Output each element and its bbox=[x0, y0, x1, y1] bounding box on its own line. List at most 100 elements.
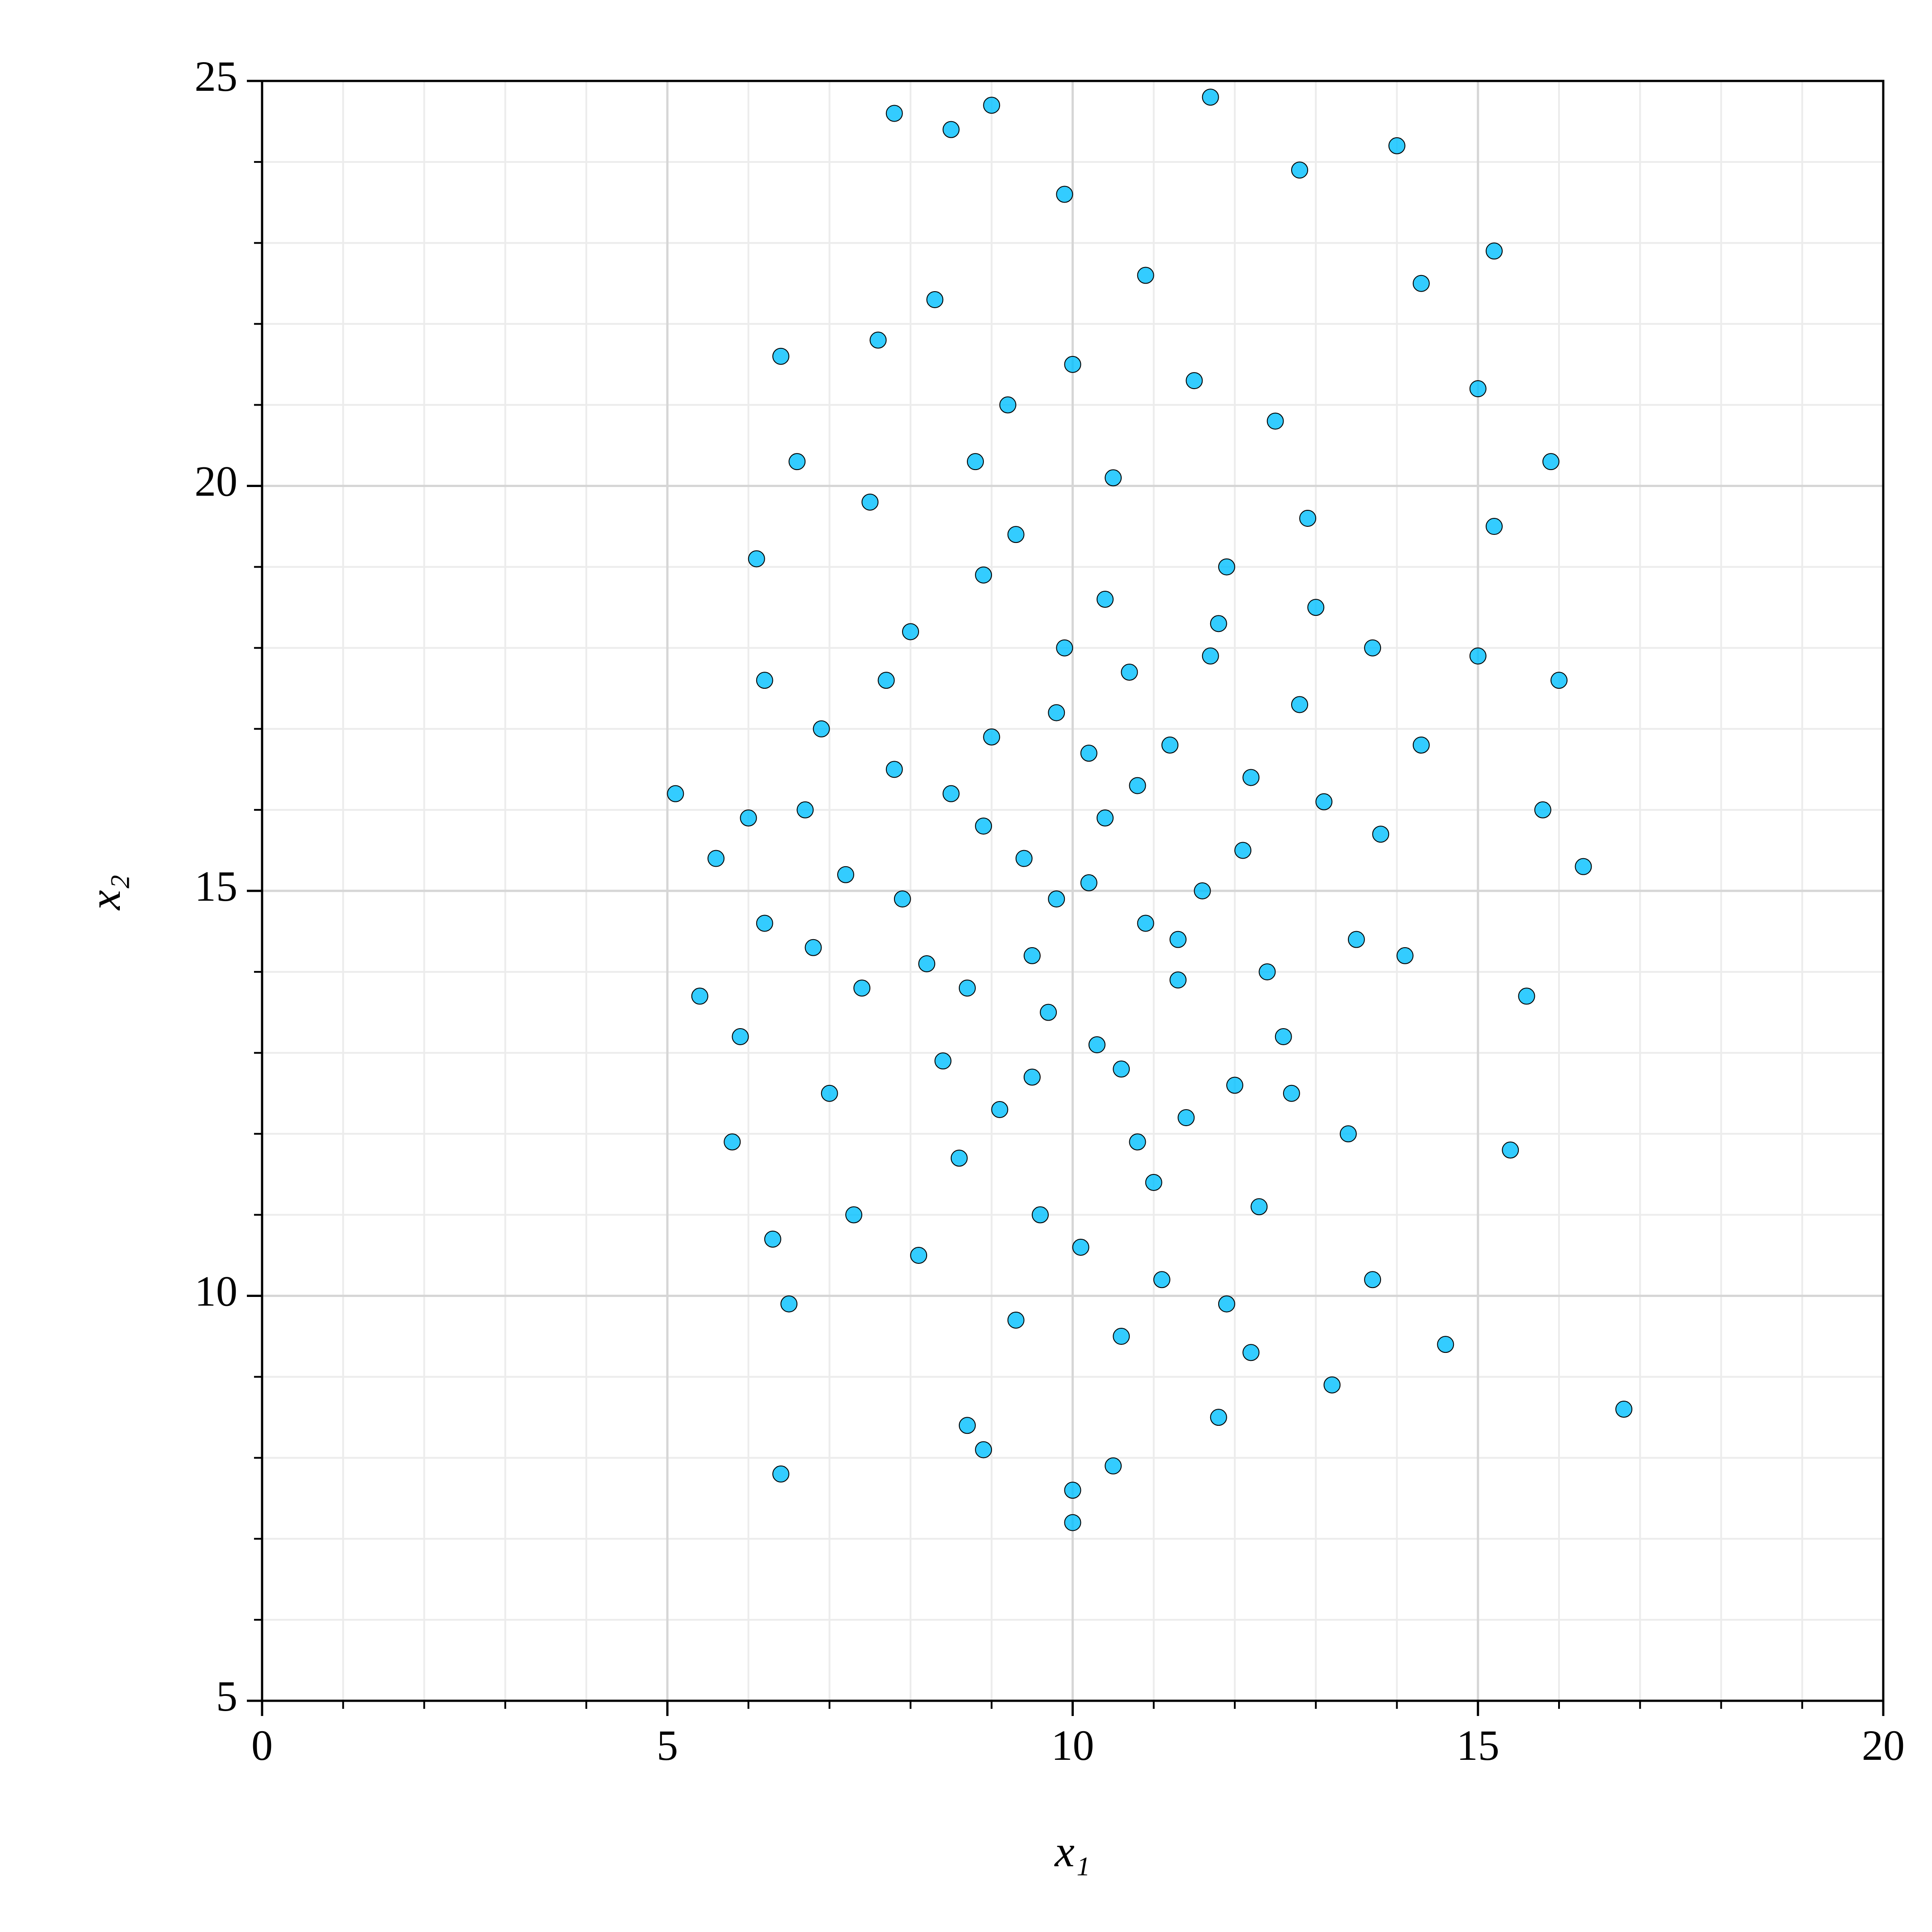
point bbox=[1486, 242, 1503, 260]
point bbox=[1299, 509, 1317, 527]
point bbox=[942, 785, 960, 802]
point bbox=[1323, 1376, 1341, 1394]
point bbox=[1145, 1174, 1162, 1191]
point bbox=[1178, 1109, 1195, 1127]
x-tick-label: 10 bbox=[1051, 1721, 1094, 1769]
point bbox=[691, 987, 708, 1005]
point bbox=[1372, 826, 1390, 843]
point bbox=[1153, 1271, 1170, 1288]
grid bbox=[261, 80, 1885, 1702]
point bbox=[845, 1206, 863, 1224]
point bbox=[1469, 647, 1487, 665]
y-tick-label: 10 bbox=[195, 1267, 237, 1315]
point bbox=[886, 761, 903, 778]
point bbox=[1072, 1238, 1089, 1256]
point bbox=[772, 1465, 789, 1483]
point bbox=[748, 550, 765, 568]
point bbox=[724, 1133, 741, 1151]
y-axis-label: x₂ bbox=[80, 874, 130, 911]
point bbox=[1015, 850, 1033, 867]
point bbox=[1032, 1206, 1049, 1224]
point bbox=[1064, 356, 1081, 373]
point bbox=[1486, 518, 1503, 535]
point bbox=[1502, 1141, 1519, 1159]
point bbox=[788, 453, 806, 470]
point bbox=[1113, 1328, 1130, 1345]
point bbox=[1364, 1271, 1381, 1288]
point bbox=[772, 347, 789, 365]
point bbox=[902, 623, 919, 640]
point bbox=[1242, 769, 1260, 786]
point bbox=[667, 785, 684, 802]
y-tick-label: 20 bbox=[195, 458, 237, 505]
point bbox=[1551, 672, 1568, 689]
point bbox=[1080, 745, 1097, 762]
point bbox=[1347, 931, 1365, 948]
point bbox=[1105, 1457, 1122, 1474]
point bbox=[1291, 161, 1308, 179]
point bbox=[950, 1149, 968, 1167]
point bbox=[1056, 639, 1073, 657]
point bbox=[732, 1028, 749, 1045]
point bbox=[1210, 615, 1227, 632]
x-tick-label: 20 bbox=[1862, 1721, 1905, 1769]
point bbox=[1218, 1295, 1235, 1313]
point bbox=[1267, 412, 1284, 430]
point bbox=[740, 809, 757, 827]
point bbox=[861, 493, 879, 511]
point bbox=[958, 1417, 976, 1434]
point bbox=[934, 1052, 952, 1070]
point bbox=[1161, 737, 1178, 754]
point bbox=[1113, 1060, 1130, 1078]
point bbox=[1169, 931, 1187, 948]
point bbox=[837, 866, 854, 883]
point bbox=[1469, 380, 1487, 398]
point bbox=[1412, 737, 1430, 754]
point bbox=[1048, 704, 1065, 721]
point bbox=[991, 1101, 1008, 1118]
point bbox=[1575, 858, 1592, 875]
point bbox=[1129, 777, 1146, 794]
point bbox=[869, 331, 887, 349]
point bbox=[926, 291, 944, 308]
point bbox=[1088, 1036, 1106, 1054]
point bbox=[764, 1230, 781, 1248]
point bbox=[1048, 890, 1065, 908]
point bbox=[1283, 1085, 1300, 1102]
point bbox=[1542, 453, 1559, 470]
point bbox=[1437, 1336, 1454, 1353]
points bbox=[667, 89, 1632, 1531]
point bbox=[1056, 186, 1073, 203]
point bbox=[1275, 1028, 1292, 1045]
point bbox=[999, 396, 1017, 414]
point bbox=[1315, 793, 1333, 810]
point bbox=[853, 979, 871, 997]
point bbox=[821, 1085, 838, 1102]
point bbox=[1137, 267, 1154, 284]
point bbox=[1194, 882, 1211, 899]
point bbox=[1007, 526, 1025, 543]
point bbox=[1339, 1125, 1357, 1143]
point bbox=[1234, 842, 1252, 859]
point bbox=[1023, 1068, 1041, 1086]
point bbox=[1064, 1514, 1081, 1531]
point bbox=[1291, 696, 1308, 713]
point bbox=[1097, 591, 1114, 608]
point bbox=[1396, 947, 1414, 964]
point bbox=[1097, 809, 1114, 827]
x-tick-label: 15 bbox=[1457, 1721, 1500, 1769]
point bbox=[942, 121, 960, 138]
x-axis-label: x₁ bbox=[1054, 1826, 1090, 1876]
point bbox=[1040, 1004, 1057, 1021]
point bbox=[975, 818, 992, 835]
point bbox=[1023, 947, 1041, 964]
point bbox=[1064, 1482, 1081, 1499]
point bbox=[918, 955, 936, 972]
point bbox=[1186, 372, 1203, 390]
point bbox=[805, 939, 822, 956]
point bbox=[1202, 647, 1219, 665]
point bbox=[756, 672, 773, 689]
point bbox=[886, 105, 903, 122]
